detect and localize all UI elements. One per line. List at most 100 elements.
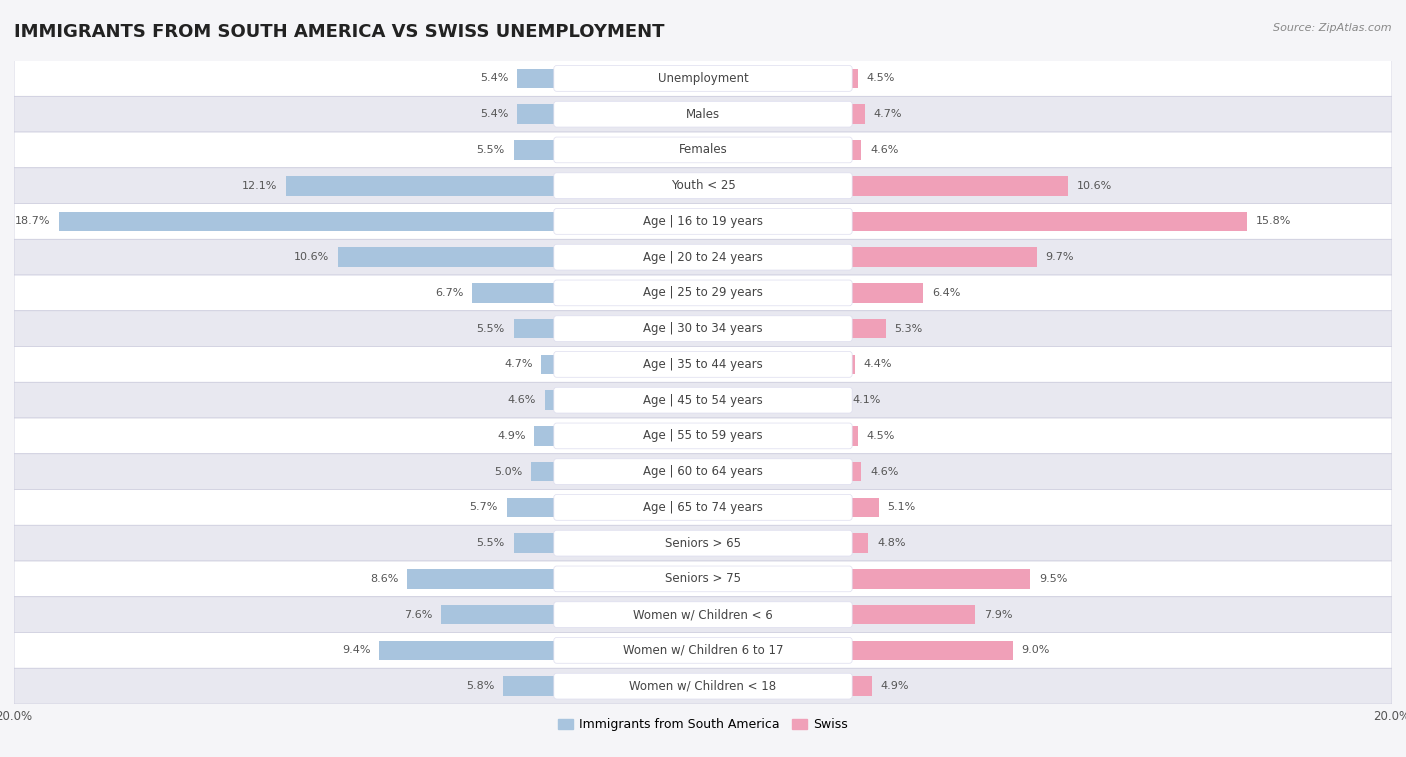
Text: 5.8%: 5.8% xyxy=(467,681,495,691)
FancyBboxPatch shape xyxy=(554,388,852,413)
FancyBboxPatch shape xyxy=(554,245,852,270)
Bar xyxy=(380,640,703,660)
Text: 5.1%: 5.1% xyxy=(887,503,915,512)
Bar xyxy=(703,176,1069,195)
Bar xyxy=(703,534,869,553)
Text: Age | 60 to 64 years: Age | 60 to 64 years xyxy=(643,465,763,478)
Bar xyxy=(541,354,703,374)
Bar xyxy=(703,140,862,160)
Text: Age | 20 to 24 years: Age | 20 to 24 years xyxy=(643,251,763,263)
FancyBboxPatch shape xyxy=(554,494,852,520)
Text: 4.8%: 4.8% xyxy=(877,538,905,548)
Bar xyxy=(59,212,703,231)
FancyBboxPatch shape xyxy=(14,204,1392,239)
Text: Age | 25 to 29 years: Age | 25 to 29 years xyxy=(643,286,763,300)
Bar xyxy=(703,391,844,410)
Text: 18.7%: 18.7% xyxy=(14,217,51,226)
FancyBboxPatch shape xyxy=(14,168,1392,204)
FancyBboxPatch shape xyxy=(554,66,852,92)
Bar xyxy=(517,69,703,89)
Text: Youth < 25: Youth < 25 xyxy=(671,179,735,192)
Text: 5.4%: 5.4% xyxy=(479,109,509,119)
FancyBboxPatch shape xyxy=(14,418,1392,453)
Bar xyxy=(406,569,703,589)
FancyBboxPatch shape xyxy=(14,633,1392,668)
Text: 9.5%: 9.5% xyxy=(1039,574,1067,584)
FancyBboxPatch shape xyxy=(14,490,1392,525)
FancyBboxPatch shape xyxy=(14,347,1392,382)
Text: Women w/ Children < 18: Women w/ Children < 18 xyxy=(630,680,776,693)
Text: 7.9%: 7.9% xyxy=(984,609,1012,620)
Text: 9.7%: 9.7% xyxy=(1046,252,1074,262)
Bar xyxy=(703,462,862,481)
FancyBboxPatch shape xyxy=(14,453,1392,490)
Text: 5.5%: 5.5% xyxy=(477,538,505,548)
Text: Women w/ Children 6 to 17: Women w/ Children 6 to 17 xyxy=(623,644,783,657)
Text: 8.6%: 8.6% xyxy=(370,574,398,584)
FancyBboxPatch shape xyxy=(554,459,852,484)
Bar xyxy=(703,605,976,625)
FancyBboxPatch shape xyxy=(14,61,1392,96)
FancyBboxPatch shape xyxy=(554,208,852,234)
Bar xyxy=(703,354,855,374)
Text: 5.4%: 5.4% xyxy=(479,73,509,83)
Text: 6.7%: 6.7% xyxy=(436,288,464,298)
Text: Males: Males xyxy=(686,107,720,120)
Bar xyxy=(703,426,858,446)
FancyBboxPatch shape xyxy=(554,637,852,663)
Bar xyxy=(503,676,703,696)
FancyBboxPatch shape xyxy=(14,96,1392,132)
Bar xyxy=(534,426,703,446)
FancyBboxPatch shape xyxy=(14,382,1392,418)
Text: 4.6%: 4.6% xyxy=(870,145,898,155)
Bar xyxy=(703,69,858,89)
Text: Women w/ Children < 6: Women w/ Children < 6 xyxy=(633,608,773,621)
FancyBboxPatch shape xyxy=(14,311,1392,347)
Text: 15.8%: 15.8% xyxy=(1256,217,1291,226)
Bar xyxy=(513,140,703,160)
Text: 10.6%: 10.6% xyxy=(294,252,329,262)
FancyBboxPatch shape xyxy=(554,566,852,592)
Text: 9.0%: 9.0% xyxy=(1022,646,1050,656)
Text: 5.5%: 5.5% xyxy=(477,145,505,155)
FancyBboxPatch shape xyxy=(14,668,1392,704)
Text: Age | 45 to 54 years: Age | 45 to 54 years xyxy=(643,394,763,407)
Text: Females: Females xyxy=(679,143,727,157)
Text: Age | 55 to 59 years: Age | 55 to 59 years xyxy=(643,429,763,442)
Text: 4.6%: 4.6% xyxy=(870,466,898,477)
Text: 4.4%: 4.4% xyxy=(863,360,891,369)
FancyBboxPatch shape xyxy=(14,132,1392,168)
FancyBboxPatch shape xyxy=(14,275,1392,311)
Text: 4.1%: 4.1% xyxy=(853,395,882,405)
FancyBboxPatch shape xyxy=(554,280,852,306)
FancyBboxPatch shape xyxy=(554,316,852,341)
Text: Age | 35 to 44 years: Age | 35 to 44 years xyxy=(643,358,763,371)
Bar xyxy=(703,212,1247,231)
Text: 10.6%: 10.6% xyxy=(1077,181,1112,191)
FancyBboxPatch shape xyxy=(554,423,852,449)
FancyBboxPatch shape xyxy=(554,137,852,163)
Bar xyxy=(703,569,1031,589)
Bar xyxy=(517,104,703,124)
Bar xyxy=(287,176,703,195)
Text: 4.7%: 4.7% xyxy=(503,360,533,369)
Text: Age | 30 to 34 years: Age | 30 to 34 years xyxy=(643,322,763,335)
Text: IMMIGRANTS FROM SOUTH AMERICA VS SWISS UNEMPLOYMENT: IMMIGRANTS FROM SOUTH AMERICA VS SWISS U… xyxy=(14,23,665,41)
FancyBboxPatch shape xyxy=(14,561,1392,597)
FancyBboxPatch shape xyxy=(554,602,852,628)
Text: 9.4%: 9.4% xyxy=(342,646,371,656)
Bar xyxy=(513,319,703,338)
Bar xyxy=(703,104,865,124)
FancyBboxPatch shape xyxy=(554,530,852,556)
Text: Seniors > 65: Seniors > 65 xyxy=(665,537,741,550)
Text: Age | 65 to 74 years: Age | 65 to 74 years xyxy=(643,501,763,514)
Bar xyxy=(703,248,1038,267)
Text: 12.1%: 12.1% xyxy=(242,181,277,191)
Text: 4.5%: 4.5% xyxy=(866,73,896,83)
Text: 4.5%: 4.5% xyxy=(866,431,896,441)
FancyBboxPatch shape xyxy=(554,101,852,127)
Bar xyxy=(506,497,703,517)
Text: Seniors > 75: Seniors > 75 xyxy=(665,572,741,585)
Text: 4.6%: 4.6% xyxy=(508,395,536,405)
Text: 4.7%: 4.7% xyxy=(873,109,903,119)
